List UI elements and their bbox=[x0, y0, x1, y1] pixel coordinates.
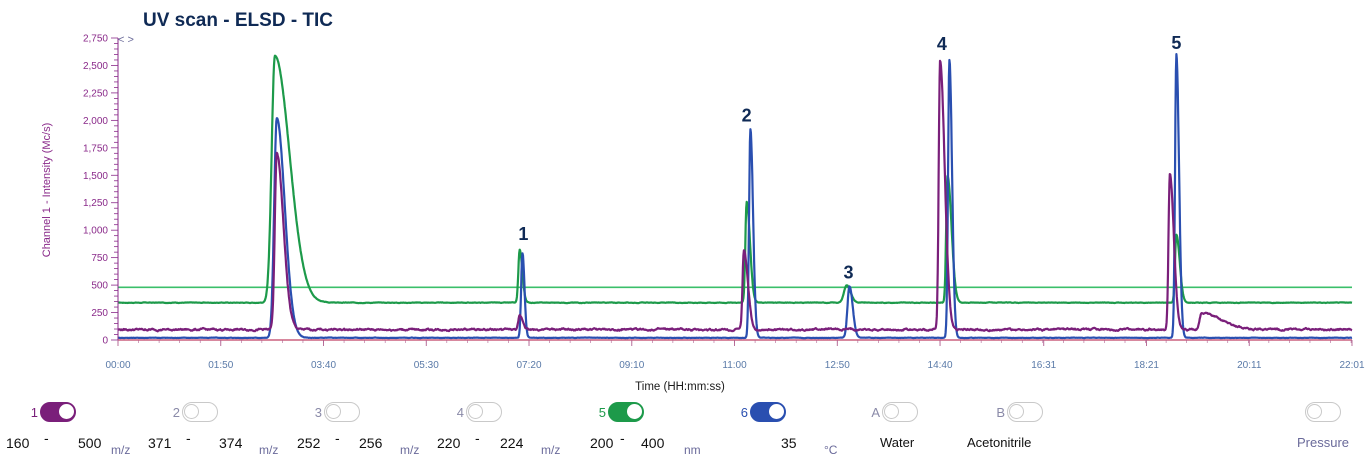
chromatogram-chart: 0 250 500 750 1,000 1,250 1,500 1,750 2,000 2,250… bbox=[83, 33, 1365, 371]
y-tick-label: 1,250 bbox=[83, 198, 108, 209]
x-tick-label: 07:20 bbox=[517, 360, 542, 371]
peak-label-4: 4 bbox=[937, 34, 947, 54]
channel-2-dash: - bbox=[186, 430, 191, 446]
channel-2-min[interactable]: 371 bbox=[148, 435, 172, 451]
channel-1-max[interactable]: 500 bbox=[78, 435, 102, 451]
y-tick-label: 500 bbox=[91, 281, 108, 292]
channel-6-switch[interactable] bbox=[750, 402, 786, 422]
x-tick-label: 14:40 bbox=[928, 360, 953, 371]
chart-title: UV scan - ELSD - TIC bbox=[143, 10, 334, 31]
pressure-toggle[interactable] bbox=[1305, 400, 1341, 424]
y-tick-label: 750 bbox=[91, 253, 108, 264]
x-tick-label: 05:30 bbox=[414, 360, 439, 371]
channel-1-switch[interactable] bbox=[40, 402, 76, 422]
channel-3-min[interactable]: 252 bbox=[297, 435, 321, 451]
peak-label-2: 2 bbox=[742, 105, 752, 125]
channel-4-dash: - bbox=[475, 430, 480, 446]
peak-label-3: 3 bbox=[843, 263, 853, 283]
channel-6-unit: °C bbox=[824, 443, 838, 457]
x-tick-label: 01:50 bbox=[208, 360, 233, 371]
x-axis-label: Time (HH:mm:ss) bbox=[635, 381, 725, 393]
y-tick-label: 1,750 bbox=[83, 143, 108, 154]
channel-3-number: 3 bbox=[314, 404, 322, 420]
solvent-a-letter: A bbox=[871, 404, 880, 420]
channel-4-min[interactable]: 220 bbox=[437, 435, 461, 451]
solvent-b-switch[interactable] bbox=[1007, 402, 1043, 422]
channel-2-number: 2 bbox=[172, 404, 180, 420]
solvent-b-toggle[interactable]: B bbox=[995, 400, 1043, 424]
x-tick-label: 22:01 bbox=[1339, 360, 1364, 371]
channel-2-max[interactable]: 374 bbox=[219, 435, 243, 451]
peak-label-5: 5 bbox=[1171, 33, 1181, 53]
channel-5-number: 5 bbox=[598, 404, 606, 420]
channel-4-unit: m/z bbox=[541, 443, 561, 457]
x-tick-label: 12:50 bbox=[825, 360, 850, 371]
channel-4-toggle[interactable]: 4 bbox=[454, 400, 502, 424]
y-axis-label: Channel 1 - Intensity (Mc/s) bbox=[41, 122, 53, 258]
channel-5-switch[interactable] bbox=[608, 402, 644, 422]
x-tick-label: 00:00 bbox=[105, 360, 130, 371]
y-tick-label: 2,500 bbox=[83, 61, 108, 72]
y-tick-label: 0 bbox=[102, 336, 108, 347]
y-tick-label: 2,250 bbox=[83, 88, 108, 99]
channel-6-toggle[interactable]: 6 bbox=[738, 400, 786, 424]
y-tick-label: 250 bbox=[91, 308, 108, 319]
channel-2-toggle[interactable]: 2 bbox=[170, 400, 218, 424]
solvent-b-letter: B bbox=[996, 404, 1005, 420]
pressure-switch[interactable] bbox=[1305, 402, 1341, 422]
x-tick-label: 11:00 bbox=[722, 360, 747, 371]
channel-3-unit: m/z bbox=[400, 443, 420, 457]
channel-2-switch[interactable] bbox=[182, 402, 218, 422]
x-tick-label: 20:11 bbox=[1237, 360, 1262, 371]
channel-5-unit: nm bbox=[684, 443, 701, 457]
y-tick-label: 2,750 bbox=[83, 34, 108, 45]
y-tick-label: 1,000 bbox=[83, 226, 108, 237]
channel-6-number: 6 bbox=[740, 404, 748, 420]
series-line-2 bbox=[117, 53, 1353, 340]
channel-5-min[interactable]: 200 bbox=[590, 435, 614, 451]
pressure-label: Pressure bbox=[1297, 435, 1350, 450]
solvent-a-toggle[interactable]: A bbox=[870, 400, 918, 424]
x-tick-label: 16:31 bbox=[1031, 360, 1056, 371]
solvent-a-switch[interactable] bbox=[882, 402, 918, 422]
peak-label-1: 1 bbox=[518, 224, 528, 244]
y-tick-label: 2,000 bbox=[83, 116, 108, 127]
channel-1-unit: m/z bbox=[111, 443, 131, 457]
channel-4-max[interactable]: 224 bbox=[500, 435, 524, 451]
x-tick-label: 09:10 bbox=[619, 360, 644, 371]
channel-1-min[interactable]: 160 bbox=[6, 435, 30, 451]
solvent-b-label: Acetonitrile bbox=[967, 435, 1032, 450]
channel-4-number: 4 bbox=[456, 404, 464, 420]
series-line-3 bbox=[117, 59, 1353, 333]
channel-3-dash: - bbox=[335, 430, 340, 446]
channel-1-toggle[interactable]: 1 bbox=[28, 400, 76, 424]
series-line-1 bbox=[117, 54, 1353, 305]
x-tick-label: 03:40 bbox=[311, 360, 336, 371]
channel-2-unit: m/z bbox=[259, 443, 279, 457]
channel-4-switch[interactable] bbox=[466, 402, 502, 422]
channel-1-dash: - bbox=[44, 430, 49, 446]
channel-3-toggle[interactable]: 3 bbox=[312, 400, 360, 424]
channel-5-dash: - bbox=[620, 430, 625, 446]
y-tick-label: 1,500 bbox=[83, 171, 108, 182]
collapse-icon[interactable]: < > bbox=[118, 34, 134, 46]
channel-5-toggle[interactable]: 5 bbox=[596, 400, 644, 424]
channel-6-value[interactable]: 35 bbox=[781, 435, 797, 451]
channel-3-switch[interactable] bbox=[324, 402, 360, 422]
solvent-a-label: Water bbox=[880, 435, 915, 450]
channel-5-max[interactable]: 400 bbox=[641, 435, 665, 451]
channel-1-number: 1 bbox=[30, 404, 38, 420]
channel-3-max[interactable]: 256 bbox=[359, 435, 383, 451]
x-tick-label: 18:21 bbox=[1134, 360, 1159, 371]
